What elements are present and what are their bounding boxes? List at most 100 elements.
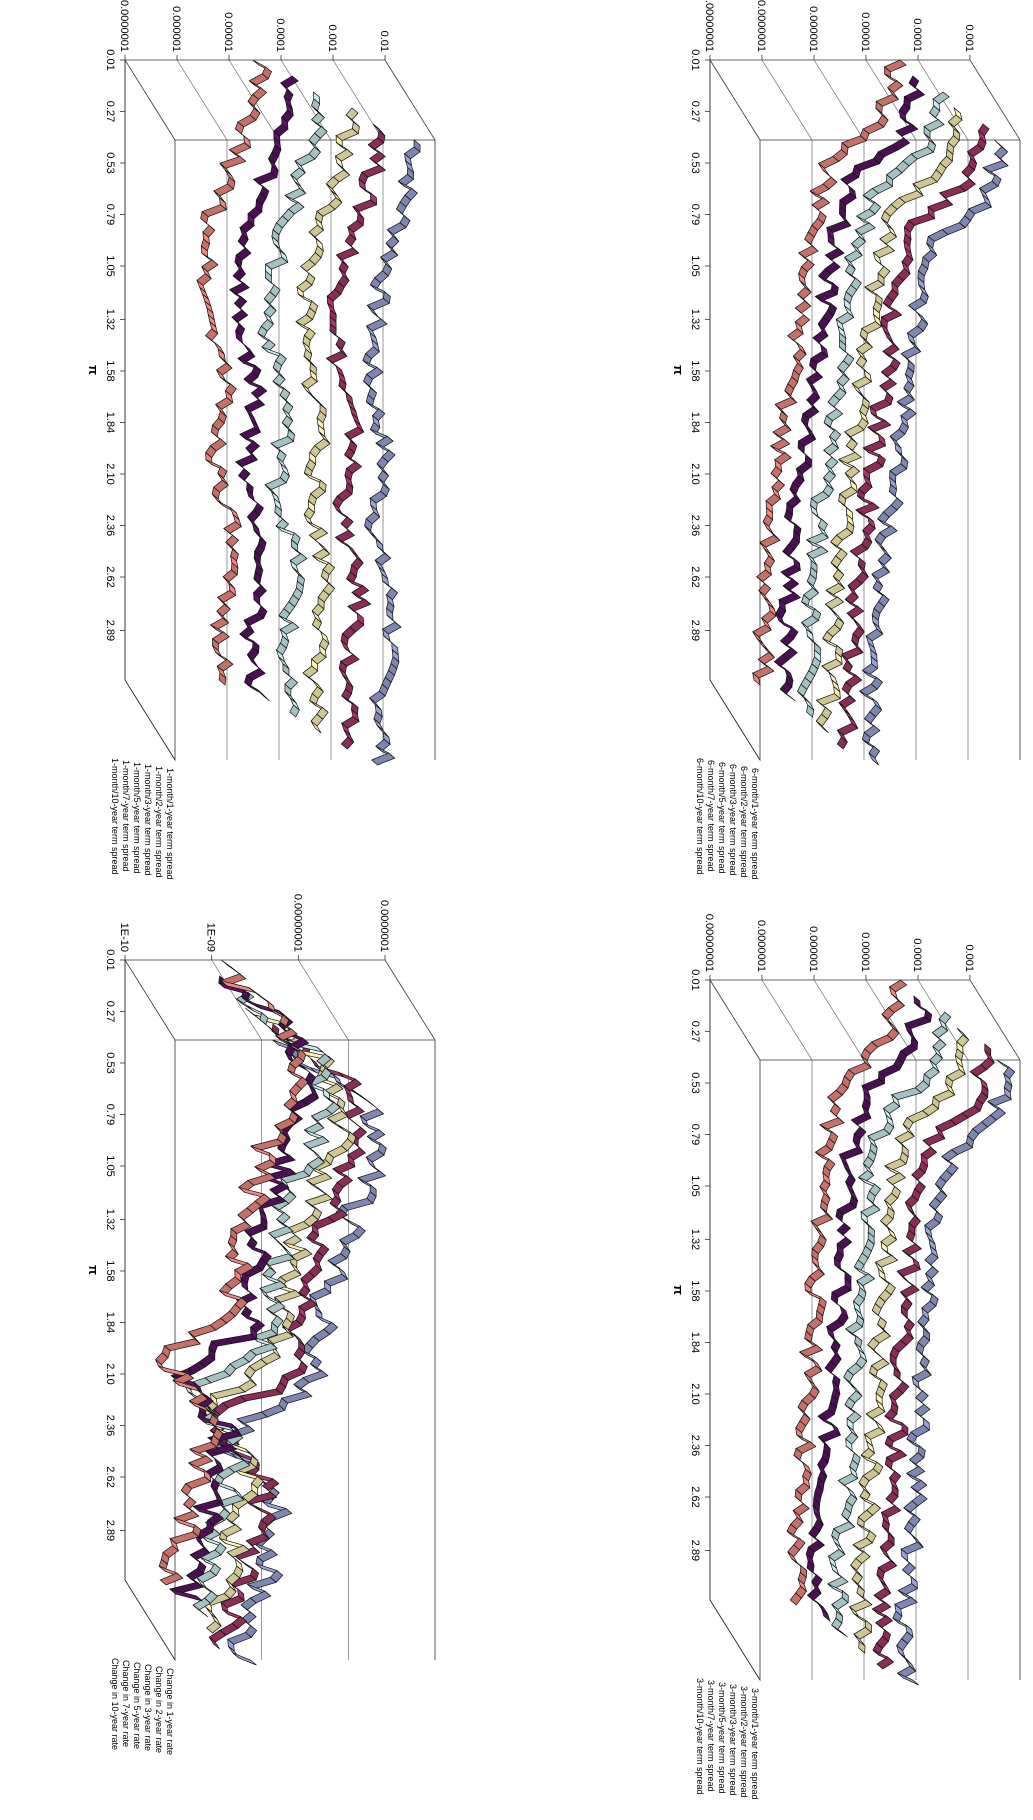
- ribbon-segment: [308, 527, 329, 541]
- floor: [709, 978, 761, 1682]
- series-ribbon: [203, 1007, 357, 1634]
- y-tick-label: 0.000001: [807, 926, 819, 972]
- x-tick-label: 0.27: [104, 101, 116, 122]
- legend-entry: Change in 2-year rate: [154, 1666, 164, 1753]
- gridline: [280, 59, 332, 760]
- y-tick-label: 0.00000001: [703, 914, 715, 972]
- depth-axis-line: [124, 1579, 176, 1661]
- ribbon-segment: [159, 1572, 184, 1586]
- legend-entry: Change in 5-year rate: [132, 1662, 142, 1749]
- depth-axis-line: [124, 679, 176, 761]
- legend: 6-month/1-year term spread6-month/2-year…: [695, 758, 760, 880]
- ribbon-segment: [794, 300, 812, 314]
- series-ribbon: [815, 107, 963, 734]
- x-tick-label: 0.53: [689, 152, 701, 173]
- ribbon-segment: [919, 1355, 930, 1369]
- legend-entry: 6-month/5-year term spread: [717, 762, 727, 874]
- legend-entry: 3-month/2-year term spread: [739, 1686, 749, 1798]
- ribbon-segment: [846, 605, 865, 619]
- y-tick-label: 0.001: [326, 24, 338, 52]
- ribbon-segment: [821, 1608, 831, 1623]
- ribbon-segment: [375, 435, 394, 449]
- x-tick-label: 2.10: [104, 1363, 116, 1384]
- ribbon-segment: [385, 235, 400, 249]
- x-axis-label: π: [671, 365, 686, 375]
- gridline: [384, 59, 436, 760]
- ribbon-segment: [905, 1465, 926, 1479]
- ribbon-segment: [280, 1390, 313, 1404]
- series-ribbon: [773, 75, 926, 702]
- ribbon-segment: [817, 518, 828, 532]
- x-tick-label: 2.62: [104, 1466, 116, 1487]
- ribbon-segment: [769, 438, 791, 452]
- x-tick-label: 2.62: [689, 566, 701, 587]
- floor: [124, 58, 176, 762]
- x-tick-label: 0.01: [104, 49, 116, 70]
- y-tick-label: 0.00000001: [291, 894, 303, 952]
- series-ribbon: [325, 123, 387, 750]
- ribbon-segment: [875, 1615, 893, 1629]
- ribbon-segment: [250, 385, 268, 399]
- legend-entry: 6-month/10-year term spread: [695, 758, 705, 875]
- y-tick-label: 0.000001: [170, 6, 182, 52]
- y-tick-label: 0.0001: [274, 18, 286, 52]
- ribbon-segment: [876, 1656, 895, 1670]
- legend-entry: Change in 3-year rate: [143, 1664, 153, 1751]
- series-ribbon: [257, 91, 328, 718]
- ribbon-segment: [232, 1652, 257, 1666]
- ribbon-segment: [901, 1243, 923, 1257]
- x-tick-label: 0.01: [104, 949, 116, 970]
- ribbon-segment: [351, 585, 370, 598]
- series-ribbon: [169, 975, 320, 1602]
- series-ribbon: [229, 75, 299, 702]
- x-tick-label: 2.89: [689, 1540, 701, 1561]
- x-tick-label: 1.32: [104, 1209, 116, 1230]
- x-tick-label: 2.89: [104, 620, 116, 641]
- x-tick-label: 1.05: [689, 1175, 701, 1196]
- ribbon-segment: [256, 688, 270, 702]
- x-tick-label: 1.05: [104, 255, 116, 276]
- chart-frame: [120, 55, 436, 762]
- ribbon-segment: [289, 704, 300, 718]
- x-tick-label: 2.62: [689, 1486, 701, 1507]
- ribbon-segment: [811, 197, 831, 211]
- ribbon-segment: [914, 1403, 931, 1417]
- legend-entry: Change in 7-year rate: [121, 1660, 131, 1747]
- x-tick-label: 1.84: [104, 412, 116, 433]
- x-tick-label: 2.89: [104, 1520, 116, 1541]
- x-tick-label: 2.62: [104, 566, 116, 587]
- ribbon-segment: [831, 1624, 848, 1638]
- legend-entry: 1-month/2-year term spread: [154, 766, 164, 878]
- series-ribbon: [204, 1023, 368, 1650]
- y-tick-label: 0.00000001: [703, 0, 715, 52]
- ribbon-segment: [845, 438, 858, 452]
- x-tick-label: 0.79: [104, 1104, 116, 1125]
- legend-entry: 3-month/1-year term spread: [750, 1688, 760, 1800]
- ribbon-segment: [341, 1198, 374, 1211]
- x-tick-label: 1.58: [689, 1280, 701, 1301]
- ribbon-segment: [782, 578, 800, 592]
- ribbon-segment: [797, 245, 819, 259]
- chart-panel-6-month-spreads: 0.00000001 0.0000001 0.000001 0.00001 0.0001…: [650, 0, 1021, 880]
- x-tick-label: 1.32: [689, 309, 701, 330]
- gridline: [761, 979, 813, 1680]
- ribbon-segment: [231, 309, 249, 323]
- ribbon-segment: [829, 1103, 841, 1117]
- legend-entry: 1-month/10-year term spread: [110, 758, 120, 875]
- legend-entry: 6-month/2-year term spread: [739, 766, 749, 878]
- ribbon-segment: [806, 704, 815, 718]
- x-tick-label: 2.36: [689, 1435, 701, 1456]
- ribbon-segment: [225, 534, 240, 548]
- x-tick-label: 0.27: [689, 1021, 701, 1042]
- ribbon-segment: [851, 1571, 863, 1585]
- ribbon-segment: [871, 1601, 892, 1615]
- ribbon-segment: [994, 146, 1009, 160]
- series-ribbon: [154, 959, 309, 1586]
- y-tick-label: 0.0001: [911, 938, 923, 972]
- x-tick-label: 2.10: [689, 1383, 701, 1404]
- ribbon-segment: [868, 752, 879, 766]
- x-axis-label: π: [86, 1265, 101, 1275]
- series-ribbon: [752, 59, 907, 686]
- ribbon-segment: [815, 720, 829, 734]
- x-tick-label: 0.53: [104, 152, 116, 173]
